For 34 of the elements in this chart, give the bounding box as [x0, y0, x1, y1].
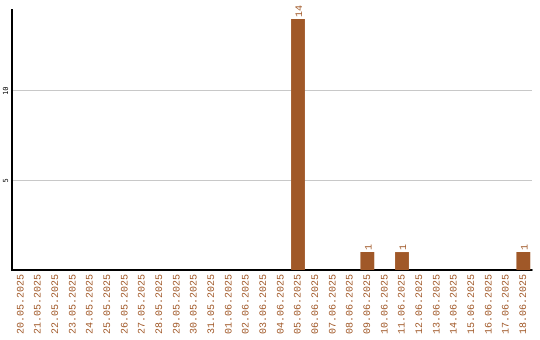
x-tick-label: 18.06.2025: [518, 274, 530, 334]
x-tick-label: 16.06.2025: [484, 274, 496, 334]
x-tick-label: 20.05.2025: [16, 274, 28, 334]
x-tick-label: 31.05.2025: [206, 274, 218, 334]
data-label: 1: [399, 244, 410, 250]
data-label: 1: [520, 244, 532, 250]
x-tick-label: 23.05.2025: [68, 274, 80, 334]
x-tick-label: 10.06.2025: [380, 274, 392, 334]
x-tick-label: 03.06.2025: [258, 274, 270, 334]
x-tick-label: 01.06.2025: [224, 274, 236, 334]
data-label: 1: [364, 244, 376, 250]
x-tick-label: 26.05.2025: [120, 274, 132, 334]
x-tick-label: 12.06.2025: [414, 274, 426, 334]
x-tick-label: 30.05.2025: [190, 274, 201, 334]
x-tick-label: 24.05.2025: [86, 274, 97, 334]
x-tick-label: 28.05.2025: [154, 274, 166, 334]
x-tick-label: 02.06.2025: [242, 274, 253, 334]
x-tick-label: 05.06.2025: [294, 274, 305, 334]
x-tick-label: 13.06.2025: [432, 274, 444, 334]
x-tick-label: 15.06.2025: [466, 274, 478, 334]
data-label: 14: [295, 4, 306, 17]
x-tick-label: 25.05.2025: [102, 274, 114, 334]
x-tick-label: 22.05.2025: [50, 274, 62, 334]
x-tick-label: 17.06.2025: [502, 274, 513, 334]
x-tick-label: 29.05.2025: [172, 274, 184, 334]
x-tick-label: 11.06.2025: [398, 274, 409, 334]
x-tick-label: 21.05.2025: [34, 274, 45, 334]
x-tick-label: 14.06.2025: [450, 274, 461, 334]
x-tick-label: 06.06.2025: [310, 274, 322, 334]
x-tick-label: 08.06.2025: [346, 274, 357, 334]
x-tick-label: 07.06.2025: [328, 274, 340, 334]
x-tick-label: 09.06.2025: [362, 274, 374, 334]
x-tick-label: 04.06.2025: [276, 274, 288, 334]
x-tick-label: 27.05.2025: [138, 274, 149, 334]
